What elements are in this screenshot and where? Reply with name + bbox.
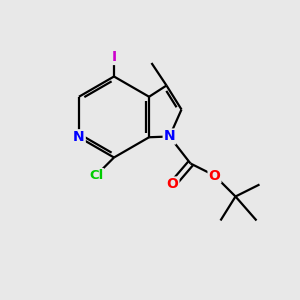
Text: Cl: Cl xyxy=(89,169,103,182)
Text: O: O xyxy=(208,169,220,182)
Text: N: N xyxy=(73,130,85,144)
Text: O: O xyxy=(167,178,178,191)
Text: N: N xyxy=(164,130,175,143)
Text: I: I xyxy=(111,50,117,64)
